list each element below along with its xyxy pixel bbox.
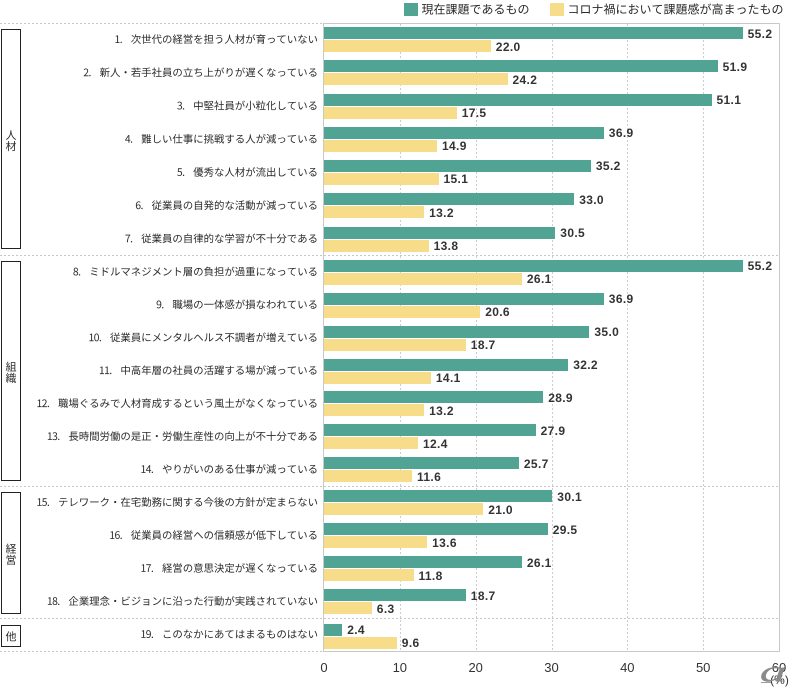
svg-text:a: a	[760, 654, 787, 688]
